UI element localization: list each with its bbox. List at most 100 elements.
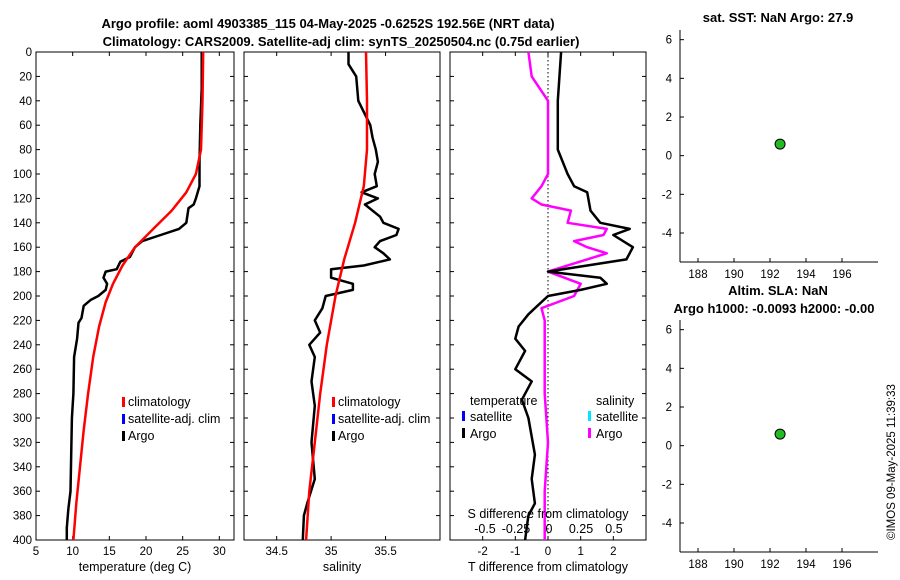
y-tick-label: 6 xyxy=(666,35,672,47)
sla-panel: -4 -2 0 2 4 6 188 190 192 194 196 Altim. SLA: NaN Ar… xyxy=(662,283,878,571)
legend-salinity-title: salinity xyxy=(596,394,635,408)
x-tick-label: 30 xyxy=(213,546,226,558)
salinity-difference-axis-label: S difference from climatology xyxy=(468,507,630,521)
argo-salinity-difference-line xyxy=(527,51,609,540)
y-tick-label: 160 xyxy=(13,242,32,254)
title-line-2: Climatology: CARS2009. Satellite-adj cli… xyxy=(103,34,580,49)
legend-temperature-argo: Argo xyxy=(470,427,496,441)
y-tick-label: 280 xyxy=(13,389,32,401)
x-tick-label: 35.5 xyxy=(374,546,396,558)
legend-satellite-adj-clim: satellite-adj. clim xyxy=(338,412,430,426)
differences-xlabel: T difference from climatology xyxy=(468,560,629,574)
y-tick-label: 300 xyxy=(13,413,32,425)
y-tick-label: 380 xyxy=(13,511,32,523)
y-tick-label: 400 xyxy=(13,535,32,547)
temperature-argo-line xyxy=(65,52,203,540)
legend-swatch xyxy=(332,431,335,441)
y-tick-label: 6 xyxy=(666,325,672,337)
legend-swatch xyxy=(122,431,125,441)
differences-panel: -2 -1 0 1 2 T difference from climatology S di… xyxy=(449,51,647,574)
y-tick-label: 180 xyxy=(13,267,32,279)
y-tick-label: 360 xyxy=(13,486,32,498)
y-tick-label: -4 xyxy=(662,228,673,240)
x-tick-label: 10 xyxy=(66,546,79,558)
x-tick-label: 35 xyxy=(325,546,338,558)
y-tick-label: 0 xyxy=(26,47,32,59)
y-tick-label: 0 xyxy=(666,441,672,453)
x-tick-label: 192 xyxy=(760,269,779,281)
salinity-difference-tick-label: 0.25 xyxy=(569,522,593,536)
y-tick-label: 40 xyxy=(19,96,32,108)
x-tick-label: 196 xyxy=(832,559,851,571)
legend-swatch xyxy=(332,414,335,424)
legend-argo: Argo xyxy=(338,429,364,443)
legend-salinity-argo: Argo xyxy=(596,427,622,441)
y-tick-label: 80 xyxy=(19,145,32,157)
x-tick-label: 15 xyxy=(103,546,116,558)
y-tick-label: 120 xyxy=(13,193,32,205)
x-tick-label: 20 xyxy=(140,546,153,558)
y-tick-label: 340 xyxy=(13,462,32,474)
salinity-panel: 34.5 35 35.5 salinity climatology satellite-a… xyxy=(243,51,441,574)
y-tick-label: -2 xyxy=(662,189,672,201)
salinity-axes-box xyxy=(243,51,441,541)
salinity-xlabel: salinity xyxy=(323,560,362,574)
y-tick-label: 2 xyxy=(666,112,672,124)
temperature-xlabel: temperature (deg C) xyxy=(79,560,192,574)
legend-salinity-satellite: satellite xyxy=(596,410,638,424)
legend-swatch xyxy=(122,414,125,424)
x-tick-label: 188 xyxy=(688,559,707,571)
y-tick-label: 200 xyxy=(13,291,32,303)
legend-climatology: climatology xyxy=(128,395,191,409)
x-tick-label: 194 xyxy=(796,559,816,571)
y-tick-label: 320 xyxy=(13,437,32,449)
legend-satellite-adj-clim: satellite-adj. clim xyxy=(128,412,220,426)
y-tick-label: 0 xyxy=(666,151,672,163)
legend-salinity-argo-swatch xyxy=(588,428,591,438)
legend-climatology: climatology xyxy=(338,395,401,409)
legend-temperature-satellite-swatch xyxy=(462,411,465,421)
legend-swatch xyxy=(122,397,125,407)
temperature-panel: 0 20 40 60 80 100 120 140 160 180 200 220 240 260 280 3… xyxy=(13,47,235,574)
x-tick-label: 190 xyxy=(724,559,743,571)
legend-argo: Argo xyxy=(128,429,154,443)
x-tick-label: 188 xyxy=(688,269,707,281)
legend-swatch xyxy=(332,397,335,407)
x-tick-label: 196 xyxy=(832,269,851,281)
sla-argo-position-marker xyxy=(774,428,786,440)
x-tick-label: 2 xyxy=(610,546,616,558)
legend-salinity-satellite-swatch xyxy=(588,411,591,421)
salinity-difference-tick-label: -0.25 xyxy=(502,522,531,536)
y-tick-label: -4 xyxy=(662,518,673,530)
argo-temperature-difference-line xyxy=(514,51,635,541)
y-tick-label: 60 xyxy=(19,120,32,132)
x-tick-label: 192 xyxy=(760,559,779,571)
salinity-difference-tick-label: -0.5 xyxy=(474,522,496,536)
x-tick-label: 25 xyxy=(176,546,189,558)
sla-subtitle: Argo h1000: -0.0093 h2000: -0.00 xyxy=(674,301,875,316)
temperature-climatology-line xyxy=(72,51,205,541)
salinity-argo-line xyxy=(301,52,400,541)
x-tick-label: 194 xyxy=(796,269,816,281)
x-tick-label: 190 xyxy=(724,269,743,281)
y-tick-label: -2 xyxy=(662,479,672,491)
y-tick-label: 100 xyxy=(13,169,32,181)
salinity-climatology-line xyxy=(304,51,369,541)
watermark: ©IMOS 09-May-2025 11:39:33 xyxy=(886,384,898,540)
title-line-1: Argo profile: aoml 4903385_115 04-May-20… xyxy=(101,16,554,31)
y-tick-label: 140 xyxy=(13,218,32,230)
x-tick-label: -1 xyxy=(510,546,520,558)
legend-temperature-title: temperature xyxy=(470,394,537,408)
y-tick-label: 4 xyxy=(666,363,673,375)
x-tick-label: 34.5 xyxy=(265,546,287,558)
y-tick-label: 220 xyxy=(13,315,32,327)
sst-argo-position-marker xyxy=(774,138,786,150)
legend-temperature-satellite: satellite xyxy=(470,410,512,424)
y-tick-label: 240 xyxy=(13,340,32,352)
temperature-axes-box xyxy=(35,51,235,541)
y-tick-label: 2 xyxy=(666,402,672,414)
salinity-difference-tick-label: 0 xyxy=(546,522,553,536)
x-tick-label: 0 xyxy=(545,546,551,558)
salinity-difference-tick-label: 0.5 xyxy=(605,522,622,536)
